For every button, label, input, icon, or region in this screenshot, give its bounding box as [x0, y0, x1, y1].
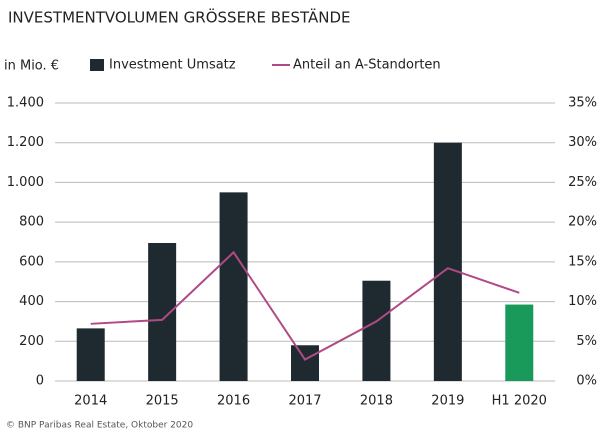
legend-swatch [90, 59, 104, 71]
bar [505, 304, 534, 381]
x-tick-label: 2018 [360, 394, 393, 409]
y2-tick-label: 15% [568, 254, 597, 269]
y2-tick-label: 25% [568, 175, 597, 190]
y-tick-label: 1.400 [7, 96, 44, 111]
y2-tick-label: 0% [576, 374, 597, 389]
y2-tick-label: 35% [568, 96, 597, 111]
y-axis-label: in Mio. € [4, 59, 59, 74]
x-tick-label: H1 2020 [492, 394, 547, 409]
chart-title: INVESTMENTVOLUMEN GRÖSSERE BESTÄNDE [8, 8, 351, 27]
y2-tick-label: 30% [568, 135, 597, 150]
source: © BNP Paribas Real Estate, Oktober 2020 [6, 421, 193, 431]
x-tick-label: 2014 [74, 394, 107, 409]
bar [362, 280, 391, 381]
bar [219, 192, 248, 381]
x-tick-label: 2015 [146, 394, 179, 409]
y-tick-label: 400 [19, 294, 44, 309]
y-tick-label: 600 [19, 254, 44, 269]
line [90, 250, 520, 361]
y-tick-label: 0 [36, 374, 44, 389]
bar [76, 328, 105, 381]
y2-tick-label: 10% [568, 294, 597, 309]
y2-tick-label: 5% [576, 334, 597, 349]
x-tick-label: 2019 [431, 394, 464, 409]
y-tick-label: 1.000 [7, 175, 44, 190]
x-tick-label: 2016 [217, 394, 250, 409]
y-tick-label: 200 [19, 334, 44, 349]
bar [148, 242, 177, 381]
bar [433, 142, 462, 381]
bar [291, 345, 319, 381]
y2-tick-label: 20% [568, 215, 597, 230]
y-tick-label: 1.200 [7, 135, 44, 150]
x-tick-label: 2017 [288, 394, 321, 409]
legend-label: Anteil an A-Standorten [293, 58, 441, 73]
legend-label: Investment Umsatz [109, 58, 236, 73]
y-tick-label: 800 [19, 215, 44, 230]
